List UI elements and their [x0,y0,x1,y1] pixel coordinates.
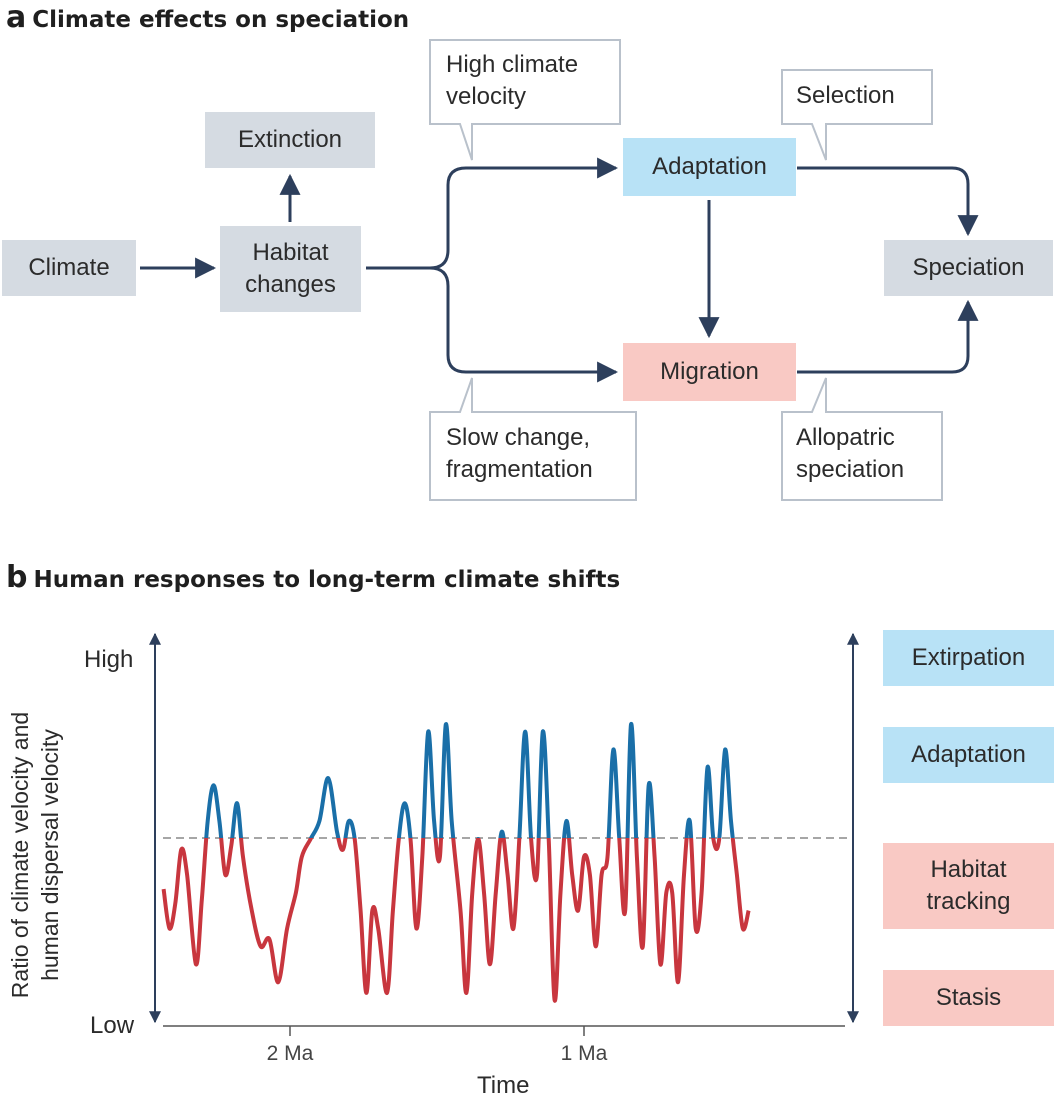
panel-a-letter: a [6,0,27,35]
climate-box: Climate [2,240,136,296]
habitat-changes-box: Habitat changes [220,226,361,312]
panel-a-title-text: Climate effects on speciation [32,7,410,33]
x-tick-label-1ma: 1 Ma [560,1042,608,1065]
y-high-label: High [84,646,134,673]
x-tick-label-2ma: 2 Ma [266,1042,314,1065]
callout-selection-bubble [781,69,933,161]
panel-b-title-text: Human responses to long-term climate shi… [33,567,621,593]
speciation-box: Speciation [884,240,1053,296]
panel-a-title: a Climate effects on speciation [6,0,409,35]
adaptation-box: Adaptation [623,138,796,196]
response-habitat-tracking: Habitat tracking [883,843,1054,929]
arrow-adaptation-speciation [797,166,979,237]
arrow-habitat-branch-lower [429,266,619,383]
callout-allopatric: Allopatric speciation [796,424,905,483]
callout-high-velocity-bubble [429,39,621,161]
response-stasis: Stasis [883,970,1054,1026]
panel-b-letter: b [6,560,28,595]
panel-b-title: b Human responses to long-term climate sh… [6,560,620,595]
series-below-threshold [161,838,751,1003]
callout-allopatric-bubble [781,377,943,501]
callout-high-velocity: High climate velocity [446,51,579,110]
response-extirpation: Extirpation [883,630,1054,686]
extinction-box: Extinction [205,112,375,168]
y-low-label: Low [90,1012,135,1039]
response-adaptation: Adaptation [883,727,1054,783]
x-axis-label: Time [477,1072,530,1099]
arrow-migration-speciation [797,299,979,374]
callout-slow-change-bubble [429,377,637,501]
migration-box: Migration [623,343,796,401]
callout-selection: Selection [796,82,895,109]
callout-slow-change: Slow change, fragmentation [446,424,593,483]
arrow-habitat-branch [366,157,619,270]
